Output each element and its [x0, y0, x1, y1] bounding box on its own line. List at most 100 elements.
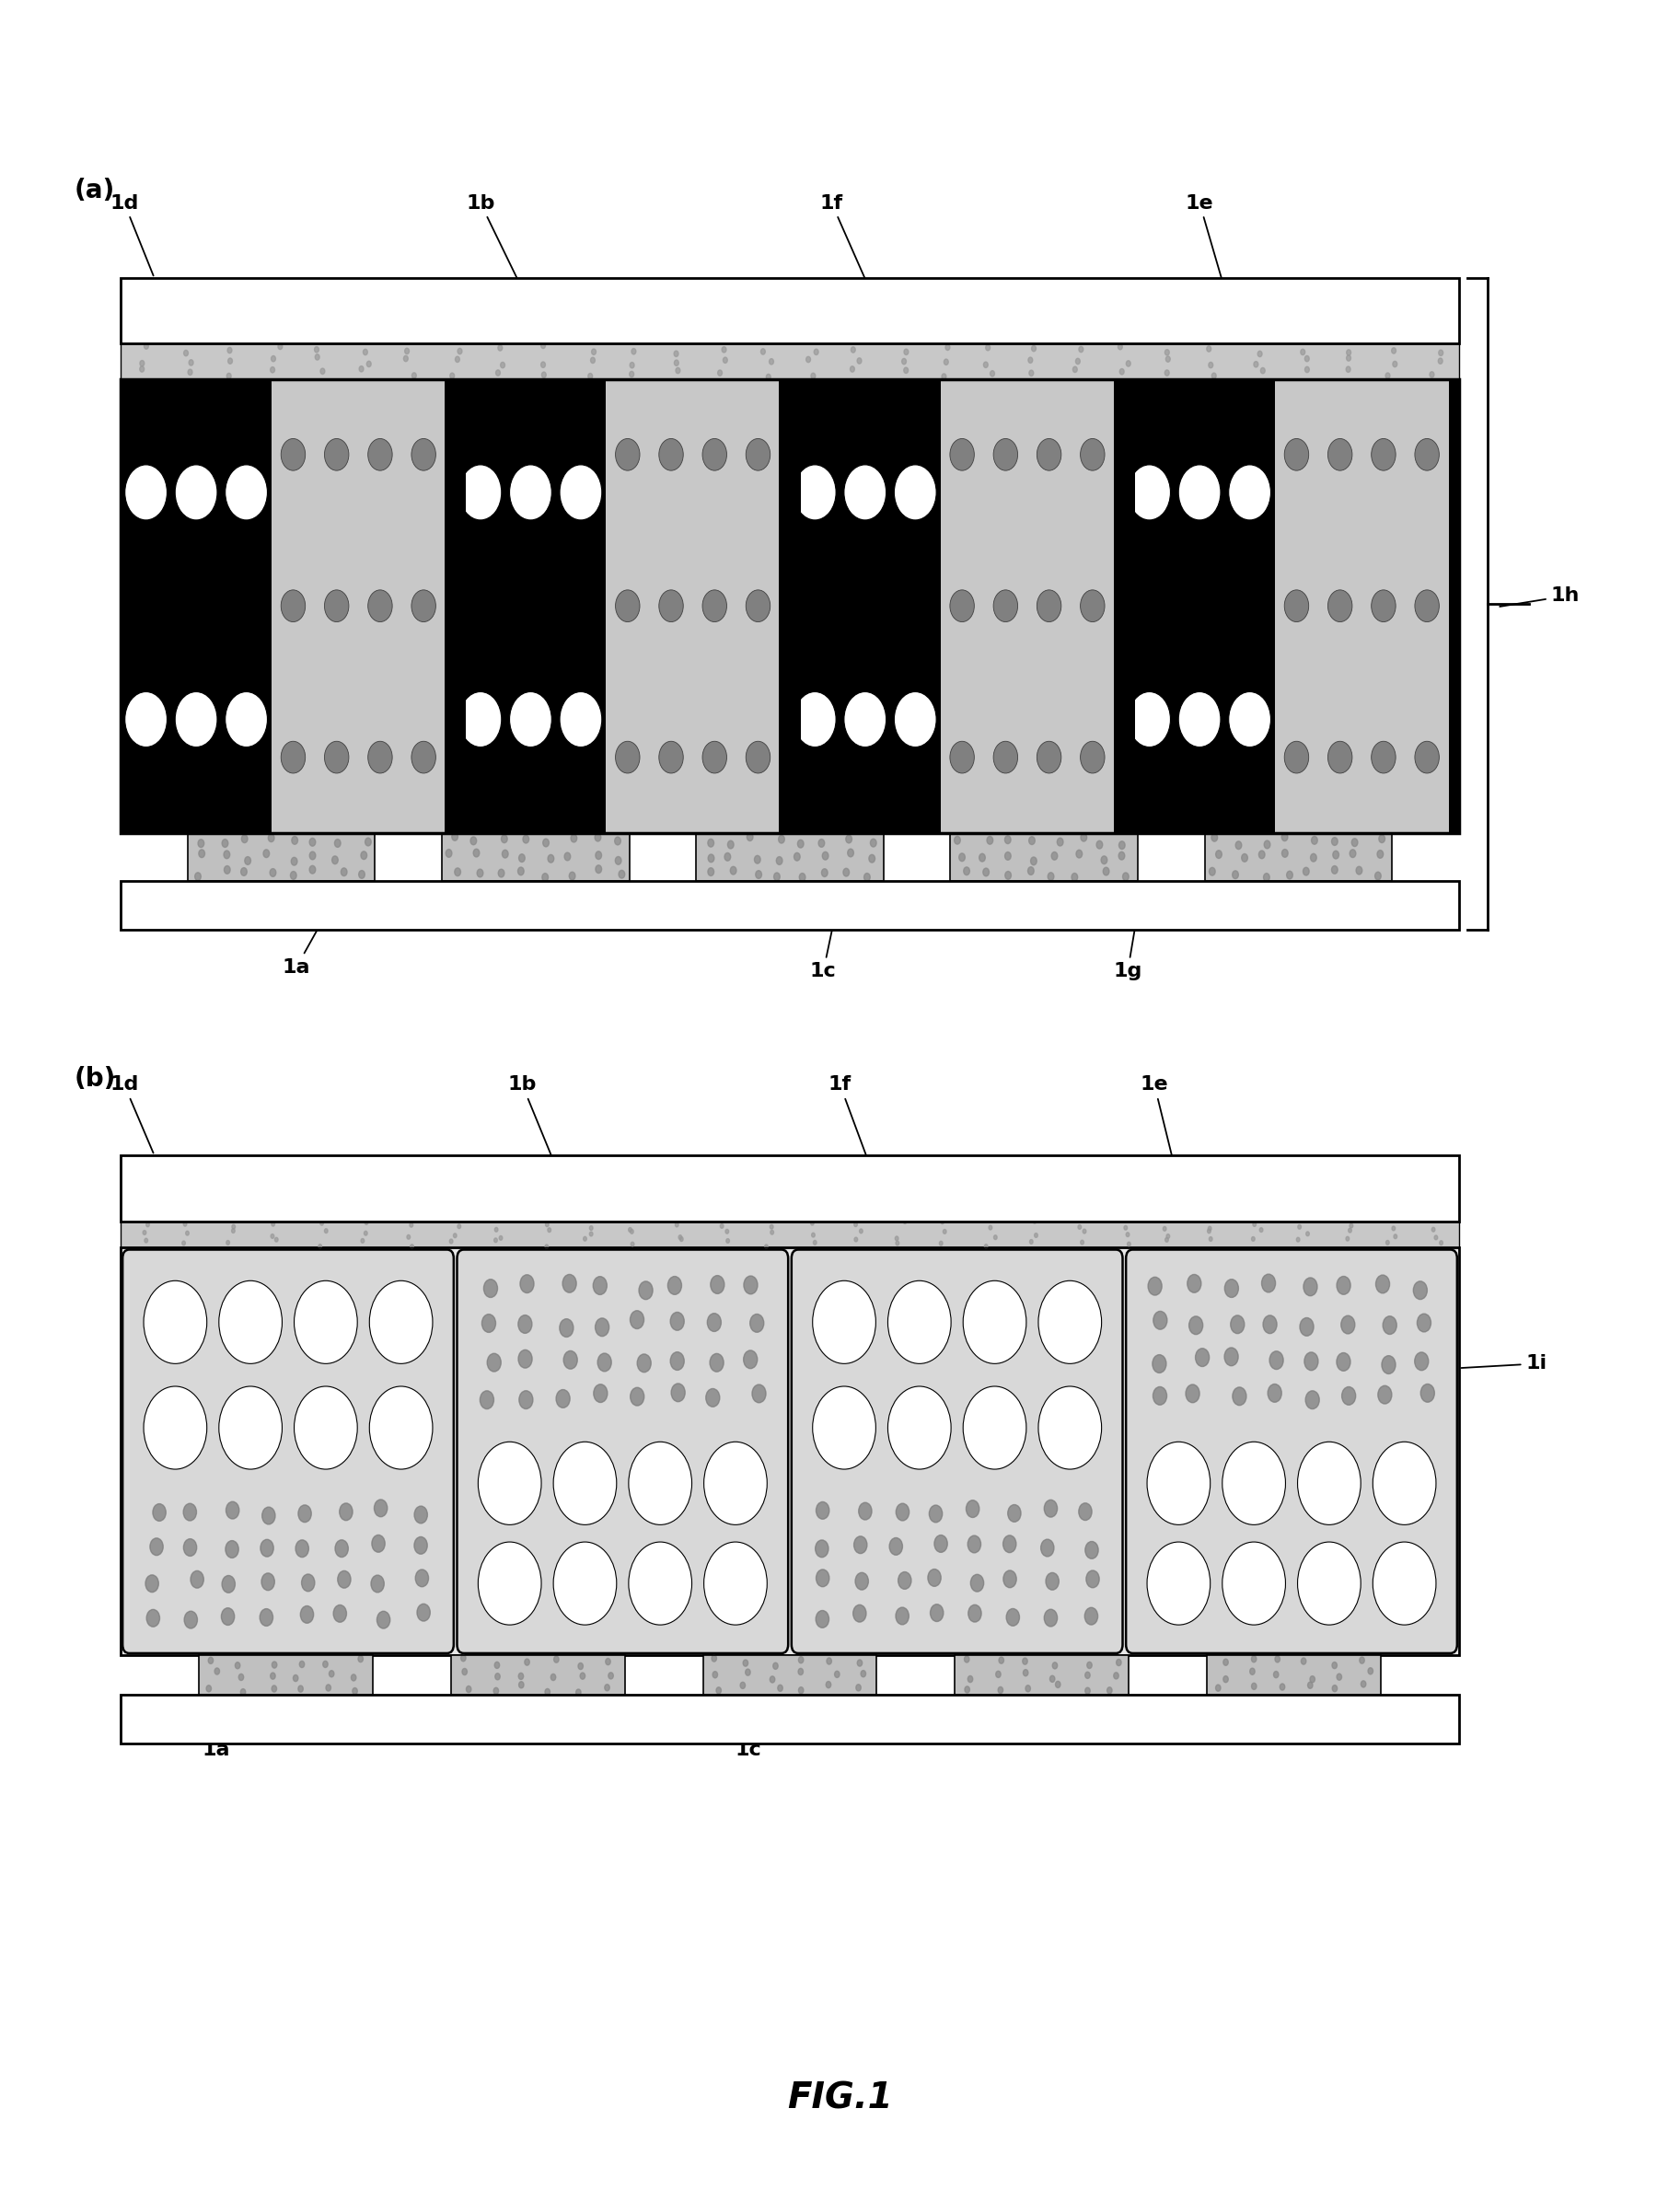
Circle shape: [815, 350, 818, 354]
Circle shape: [183, 350, 188, 357]
Circle shape: [1116, 1660, 1121, 1666]
Circle shape: [499, 869, 504, 878]
Circle shape: [292, 836, 297, 845]
Circle shape: [1077, 850, 1082, 858]
Circle shape: [543, 874, 548, 880]
Circle shape: [1438, 350, 1443, 357]
Circle shape: [1042, 1538, 1053, 1556]
Circle shape: [517, 867, 524, 876]
Circle shape: [816, 1569, 830, 1587]
Circle shape: [996, 1671, 1001, 1677]
Circle shape: [323, 1662, 328, 1668]
Circle shape: [1023, 1657, 1028, 1664]
Circle shape: [1418, 1314, 1431, 1332]
Circle shape: [1287, 872, 1292, 878]
Bar: [445, 379, 467, 832]
Circle shape: [299, 1662, 304, 1668]
Circle shape: [333, 856, 338, 865]
Circle shape: [297, 1505, 311, 1523]
Circle shape: [795, 691, 837, 746]
Circle shape: [195, 872, 202, 880]
Circle shape: [1378, 1387, 1391, 1404]
Bar: [1205, 832, 1391, 880]
Circle shape: [544, 1244, 548, 1248]
Circle shape: [1235, 841, 1242, 850]
Circle shape: [971, 1574, 984, 1591]
Circle shape: [222, 839, 228, 847]
Circle shape: [1079, 1503, 1092, 1521]
Circle shape: [294, 1387, 358, 1470]
Circle shape: [227, 374, 232, 379]
Circle shape: [502, 850, 509, 858]
Circle shape: [998, 1686, 1003, 1693]
Circle shape: [1346, 354, 1351, 361]
Circle shape: [1379, 834, 1384, 843]
Circle shape: [902, 359, 906, 365]
Circle shape: [744, 1351, 758, 1369]
Circle shape: [1346, 1237, 1349, 1241]
Circle shape: [1300, 1657, 1305, 1664]
Circle shape: [276, 1237, 279, 1241]
Circle shape: [499, 1235, 502, 1239]
Circle shape: [860, 1671, 865, 1677]
Circle shape: [769, 359, 774, 365]
Circle shape: [855, 1572, 869, 1589]
Circle shape: [1147, 1543, 1210, 1624]
Circle shape: [554, 1655, 559, 1662]
Circle shape: [1394, 1235, 1398, 1239]
Circle shape: [553, 1543, 617, 1624]
Circle shape: [895, 1237, 899, 1241]
Circle shape: [813, 1241, 816, 1246]
Text: 1i: 1i: [1462, 1354, 1547, 1373]
Circle shape: [615, 438, 640, 471]
Circle shape: [618, 869, 625, 878]
Circle shape: [798, 1657, 803, 1664]
Bar: [1205, 832, 1391, 880]
Circle shape: [630, 372, 633, 376]
Circle shape: [1164, 350, 1169, 354]
Circle shape: [1147, 1442, 1210, 1525]
Circle shape: [843, 464, 885, 519]
Circle shape: [1262, 1274, 1275, 1292]
Circle shape: [1152, 1387, 1168, 1404]
Circle shape: [895, 1503, 909, 1521]
Circle shape: [1332, 1686, 1337, 1693]
Bar: [188, 832, 375, 880]
Circle shape: [218, 1281, 282, 1365]
Bar: [121, 1156, 1458, 1222]
Circle shape: [412, 438, 435, 471]
Circle shape: [260, 1538, 274, 1556]
Circle shape: [993, 438, 1018, 471]
Circle shape: [316, 354, 319, 361]
Bar: [121, 379, 1458, 832]
Circle shape: [638, 1281, 654, 1299]
Circle shape: [501, 834, 507, 843]
Circle shape: [864, 874, 870, 880]
Circle shape: [1032, 346, 1037, 352]
Bar: [121, 343, 1458, 379]
Circle shape: [1100, 856, 1107, 865]
Circle shape: [570, 872, 575, 880]
Bar: [702, 1655, 877, 1695]
Circle shape: [811, 1233, 815, 1237]
Circle shape: [712, 1671, 717, 1677]
Circle shape: [887, 1281, 951, 1365]
Circle shape: [1080, 590, 1105, 623]
Circle shape: [1005, 872, 1011, 880]
Circle shape: [595, 1318, 610, 1336]
FancyBboxPatch shape: [791, 1250, 1122, 1653]
Circle shape: [1435, 1235, 1438, 1239]
Circle shape: [1438, 359, 1443, 363]
Circle shape: [942, 374, 946, 379]
Circle shape: [370, 1281, 433, 1365]
Circle shape: [1178, 691, 1221, 746]
Circle shape: [334, 839, 341, 847]
Circle shape: [371, 1534, 385, 1552]
Text: 1a: 1a: [202, 1699, 254, 1759]
Circle shape: [417, 1605, 430, 1622]
Circle shape: [139, 361, 144, 365]
Circle shape: [848, 850, 853, 856]
Circle shape: [497, 346, 502, 350]
Bar: [442, 832, 630, 880]
Circle shape: [590, 1226, 593, 1230]
